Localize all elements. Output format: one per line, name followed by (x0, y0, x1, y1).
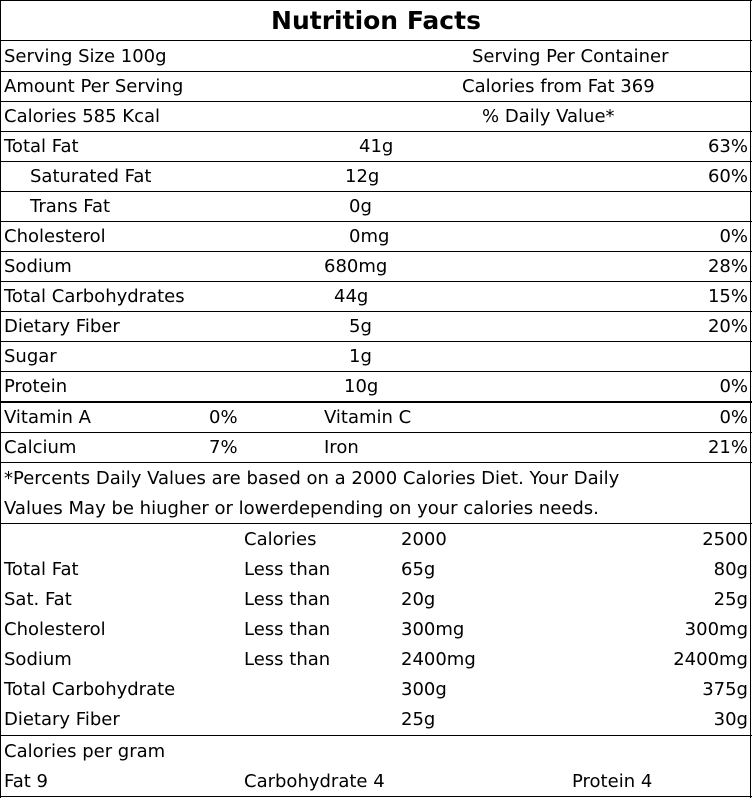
vitamin-value: 21% (707, 437, 748, 458)
footnote-text: *Percents Daily Values are based on a 20… (4, 468, 620, 489)
nutrient-name: Saturated Fat (30, 166, 152, 187)
top-border (0, 0, 752, 1)
reference-name: Sat. Fat (4, 589, 72, 610)
right-border (750, 0, 751, 798)
vitamin-value: 0% (719, 407, 748, 428)
reference-calories-label: Calories (244, 529, 317, 550)
nutrient-name: Trans Fat (30, 196, 111, 217)
nutrient-amount: 44g (334, 286, 369, 307)
row-divider (0, 341, 752, 342)
vitamin-value: 0% (209, 407, 238, 428)
reference-2000: 2000 (401, 529, 447, 550)
nutrient-daily-value: 0% (719, 376, 748, 397)
row-divider (0, 371, 752, 372)
reference-value-2000: 65g (401, 559, 436, 580)
section-divider (0, 523, 752, 524)
row-divider (0, 101, 752, 102)
nutrient-daily-value: 0% (719, 226, 748, 247)
row-divider (0, 161, 752, 162)
reference-value-2000: 300g (401, 679, 447, 700)
reference-value-2000: 300mg (401, 619, 465, 640)
nutrient-amount: 5g (349, 316, 372, 337)
row-divider (0, 131, 752, 132)
nutrient-daily-value: 60% (707, 166, 748, 187)
fat-calories-per-gram: Fat 9 (4, 771, 48, 792)
label-title: Nutrition Facts (271, 6, 481, 35)
nutrient-daily-value: 15% (707, 286, 748, 307)
reference-qualifier: Less than (244, 649, 331, 670)
section-divider (0, 401, 752, 403)
nutrient-name: Sodium (4, 256, 72, 277)
reference-value-2500: 80g (713, 559, 748, 580)
footnote-text: Values May be hiugher or lowerdepending … (4, 498, 599, 519)
row-divider (0, 281, 752, 282)
reference-qualifier: Less than (244, 619, 331, 640)
nutrient-name: Total Carbohydrates (4, 286, 185, 307)
nutrient-amount: 0g (349, 196, 372, 217)
row-divider (0, 221, 752, 222)
nutrient-amount: 12g (345, 166, 380, 187)
nutrient-amount: 10g (344, 376, 379, 397)
nutrient-name: Total Fat (4, 136, 79, 157)
calories-per-gram-label: Calories per gram (4, 741, 166, 762)
reference-value-2500: 300mg (684, 619, 748, 640)
calories: Calories 585 Kcal (4, 106, 160, 127)
reference-qualifier: Less than (244, 589, 331, 610)
bottom-border (0, 796, 752, 797)
amount-per-serving: Amount Per Serving (4, 76, 184, 97)
nutrient-name: Sugar (4, 346, 57, 367)
reference-name: Total Fat (4, 559, 79, 580)
vitamin-name: Iron (324, 437, 359, 458)
serving-size: Serving Size 100g (4, 46, 167, 67)
reference-name: Dietary Fiber (4, 709, 120, 730)
reference-value-2000: 20g (401, 589, 436, 610)
row-divider (0, 432, 752, 433)
vitamin-name: Vitamin A (4, 407, 91, 428)
nutrient-amount: 0mg (349, 226, 390, 247)
row-divider (0, 311, 752, 312)
nutrient-amount: 41g (359, 136, 394, 157)
reference-value-2000: 2400mg (401, 649, 476, 670)
vitamin-name: Calcium (4, 437, 77, 458)
reference-qualifier: Less than (244, 559, 331, 580)
reference-value-2000: 25g (401, 709, 436, 730)
row-divider (0, 191, 752, 192)
nutrient-amount: 680mg (324, 256, 388, 277)
daily-value-header: % Daily Value* (482, 106, 615, 127)
serving-per-container: Serving Per Container (472, 46, 669, 67)
reference-value-2500: 375g (702, 679, 748, 700)
vitamin-value: 7% (209, 437, 238, 458)
reference-value-2500: 30g (713, 709, 748, 730)
nutrient-name: Dietary Fiber (4, 316, 120, 337)
reference-name: Cholesterol (4, 619, 106, 640)
nutrient-amount: 1g (349, 346, 372, 367)
reference-2500: 2500 (702, 529, 748, 550)
calories-from-fat: Calories from Fat 369 (462, 76, 655, 97)
title-divider (0, 40, 752, 41)
row-divider (0, 251, 752, 252)
row-divider (0, 71, 752, 72)
nutrient-daily-value: 63% (707, 136, 748, 157)
reference-name: Sodium (4, 649, 72, 670)
nutrient-daily-value: 28% (707, 256, 748, 277)
protein-calories-per-gram: Protein 4 (572, 771, 653, 792)
reference-value-2500: 2400mg (673, 649, 748, 670)
reference-name: Total Carbohydrate (4, 679, 176, 700)
nutrient-daily-value: 20% (707, 316, 748, 337)
vitamin-name: Vitamin C (324, 407, 412, 428)
reference-value-2500: 25g (713, 589, 748, 610)
section-divider (0, 462, 752, 463)
section-divider (0, 735, 752, 736)
nutrient-name: Protein (4, 376, 68, 397)
carbohydrate-calories-per-gram: Carbohydrate 4 (244, 771, 385, 792)
nutrient-name: Cholesterol (4, 226, 106, 247)
left-border (0, 0, 1, 798)
